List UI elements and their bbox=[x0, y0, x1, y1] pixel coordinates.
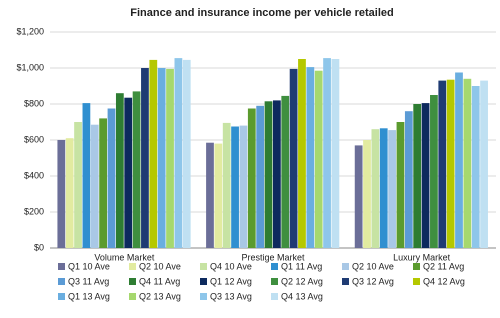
y-tick-label: $1,000 bbox=[16, 62, 44, 72]
bar bbox=[99, 118, 108, 249]
legend-swatch bbox=[271, 278, 278, 285]
legend-swatch bbox=[58, 293, 65, 300]
legend-swatch bbox=[58, 263, 65, 270]
bar bbox=[371, 129, 380, 248]
legend-swatch bbox=[342, 278, 349, 285]
bar bbox=[363, 140, 371, 248]
bar bbox=[247, 108, 256, 248]
bar bbox=[430, 95, 438, 248]
bar bbox=[157, 68, 166, 248]
bar bbox=[141, 68, 149, 248]
bar bbox=[115, 93, 124, 248]
bar bbox=[471, 86, 480, 248]
bar bbox=[480, 80, 488, 248]
bar bbox=[166, 68, 174, 249]
y-tick-label: $1,200 bbox=[16, 26, 44, 36]
y-tick-label: $800 bbox=[24, 98, 44, 108]
legend-label: Q3 11 Avg bbox=[68, 276, 109, 286]
bar bbox=[65, 138, 74, 248]
bar bbox=[314, 70, 323, 248]
legend-swatch bbox=[200, 263, 207, 270]
bar bbox=[182, 59, 191, 249]
legend-swatch bbox=[58, 278, 65, 285]
bar bbox=[354, 145, 363, 248]
bar bbox=[124, 97, 133, 248]
bar bbox=[82, 103, 91, 248]
legend-swatch bbox=[413, 278, 420, 285]
bar bbox=[273, 100, 281, 249]
bar bbox=[281, 95, 290, 249]
bar bbox=[264, 101, 273, 248]
legend-swatch bbox=[271, 293, 278, 300]
legend-label: Q4 10 Ave bbox=[210, 261, 252, 271]
legend-swatch bbox=[342, 263, 349, 270]
bar bbox=[239, 125, 248, 248]
legend-swatch bbox=[271, 263, 278, 270]
bar bbox=[298, 59, 306, 248]
bar bbox=[206, 142, 214, 248]
bar bbox=[74, 122, 82, 248]
y-tick-label: $0 bbox=[34, 242, 44, 252]
bar bbox=[421, 103, 430, 248]
legend-swatch bbox=[413, 263, 420, 270]
legend-label: Q3 13 Avg bbox=[210, 291, 252, 301]
legend-label: Q3 12 Avg bbox=[352, 276, 394, 286]
legend-label: Q4 13 Avg bbox=[281, 291, 323, 301]
legend-label: Q2 13 Avg bbox=[139, 291, 181, 301]
y-tick-label: $600 bbox=[24, 134, 44, 144]
x-tick-label: Luxury Market bbox=[393, 252, 451, 262]
legend-swatch bbox=[129, 278, 136, 285]
bar bbox=[455, 72, 463, 248]
legend-swatch bbox=[129, 263, 136, 270]
chart-title: Finance and insurance income per vehicle… bbox=[130, 7, 393, 19]
bar bbox=[149, 59, 158, 249]
y-tick-label: $200 bbox=[24, 206, 44, 216]
legend-label: Q1 11 Avg bbox=[281, 261, 322, 271]
bar bbox=[214, 143, 223, 248]
bar bbox=[90, 124, 99, 248]
bar bbox=[132, 91, 141, 249]
bar bbox=[107, 108, 116, 248]
bar bbox=[446, 79, 455, 248]
bar bbox=[289, 68, 298, 249]
legend-label: Q2 10 Ave bbox=[352, 261, 394, 271]
bar bbox=[463, 78, 472, 248]
legend-swatch bbox=[200, 293, 207, 300]
legend-label: Q4 11 Avg bbox=[139, 276, 180, 286]
legend-label: Q1 10 Ave bbox=[68, 261, 110, 271]
bar bbox=[379, 128, 388, 248]
legend-label: Q2 12 Avg bbox=[281, 276, 323, 286]
bar bbox=[396, 122, 405, 248]
legend-swatch bbox=[200, 278, 207, 285]
x-tick-label: Volume Market bbox=[94, 252, 155, 262]
bar bbox=[438, 80, 447, 248]
bar bbox=[174, 58, 183, 248]
bar bbox=[256, 105, 265, 248]
bar bbox=[57, 140, 66, 248]
legend-label: Q2 11 Avg bbox=[423, 261, 464, 271]
legend-label: Q4 12 Avg bbox=[423, 276, 465, 286]
y-tick-label: $400 bbox=[24, 170, 44, 180]
x-tick-label: Prestige Market bbox=[241, 252, 305, 262]
legend-label: Q2 10 Ave bbox=[139, 261, 181, 271]
bar bbox=[306, 67, 315, 248]
bar bbox=[388, 130, 396, 248]
bar bbox=[231, 126, 239, 248]
legend-label: Q1 12 Avg bbox=[210, 276, 252, 286]
bar bbox=[222, 122, 231, 248]
bar bbox=[323, 58, 331, 248]
bar bbox=[413, 104, 422, 248]
legend-swatch bbox=[129, 293, 136, 300]
bar bbox=[404, 111, 413, 248]
bar bbox=[331, 59, 340, 248]
legend-label: Q1 13 Avg bbox=[68, 291, 110, 301]
